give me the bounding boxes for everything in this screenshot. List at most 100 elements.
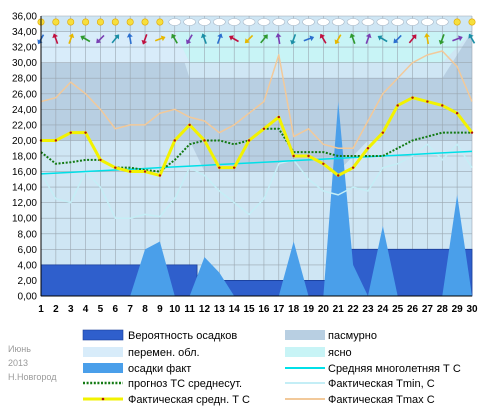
wind-arrow-head <box>200 33 207 39</box>
y-tick-label: 4,00 <box>18 260 38 271</box>
wind-arrow-head <box>52 33 58 39</box>
x-tick-label: 23 <box>362 304 374 315</box>
actual-mean-point <box>292 154 295 158</box>
actual-mean-point <box>277 115 280 119</box>
cloud-icon <box>257 18 271 26</box>
legend-label-precip-probability: Вероятность осадков <box>128 330 237 342</box>
actual-mean-point <box>426 100 429 103</box>
wind-arrow-icon <box>111 34 120 44</box>
x-tick-label: 2 <box>53 304 59 315</box>
wind-arrow-head <box>186 39 192 45</box>
wind-arrow-icon <box>377 35 388 43</box>
wind-arrow-icon <box>393 34 402 44</box>
wind-arrow-head <box>114 34 120 40</box>
axes: 0,00 2,00 4,00 6,00 8,00 10,00 12,00 14,00 16,00… <box>12 12 478 316</box>
wind-arrow-head <box>126 33 133 38</box>
wind-arrow-head <box>229 35 234 41</box>
y-tick-label: 36,00 <box>12 12 37 23</box>
wind-arrow-icon <box>349 33 356 44</box>
legend-label-normal: Средняя многолетняя Т С <box>328 363 461 375</box>
x-tick-label: 1 <box>38 304 44 315</box>
series-tmin-line <box>40 143 473 219</box>
wind-arrow-icon <box>126 33 133 45</box>
y-tick-label: 26,00 <box>12 89 37 100</box>
sun-icon <box>67 18 75 26</box>
wind-arrow-head <box>80 35 86 41</box>
actual-mean-point <box>54 139 58 142</box>
actual-mean-point <box>99 158 102 162</box>
cloud-icon <box>272 18 286 26</box>
wind-arrow-icon <box>303 35 315 42</box>
x-tick-label: 21 <box>333 304 345 315</box>
actual-mean-point <box>188 123 191 127</box>
legend-marker-actual-mean <box>101 397 105 401</box>
cloud-icon <box>376 18 390 26</box>
x-tick-label: 15 <box>244 304 256 315</box>
wind-arrow-icon <box>200 33 207 44</box>
wind-arrow-icon <box>319 33 327 44</box>
y-tick-label: 20,00 <box>12 136 37 147</box>
legend-label-tmax: Фактическая Tmax C <box>328 394 435 406</box>
cloud-icon <box>287 18 300 26</box>
sun-icon <box>52 18 60 26</box>
wind-arrow-head <box>438 39 445 45</box>
actual-mean-point <box>173 139 176 142</box>
overcast-zone <box>41 31 472 172</box>
wind-arrow-head <box>262 34 268 40</box>
wind-arrow-icon <box>365 33 372 44</box>
y-tick-label: 2,00 <box>18 276 38 287</box>
wind-arrow-icon <box>171 33 178 44</box>
y-tick-label: 14,00 <box>12 183 37 194</box>
wind-arrow-icon <box>68 33 75 44</box>
x-tick-label: 14 <box>229 304 241 315</box>
legend-swatch-overcast <box>285 330 325 340</box>
wind-arrow-head <box>457 35 463 42</box>
wind-arrow-head <box>365 33 372 39</box>
legend: Вероятность осадков пасмурно перемен. обл.… <box>82 329 461 406</box>
wind-arrow-head <box>171 33 177 39</box>
wind-arrow-icon <box>290 34 297 45</box>
legend-swatch-precip-actual <box>83 363 123 373</box>
wind-arrow-icon <box>80 35 91 43</box>
cloud-icon <box>421 18 434 26</box>
wind-arrow-icon <box>96 34 105 44</box>
wind-arrow-icon <box>275 33 282 45</box>
wind-arrow-head <box>377 35 383 41</box>
cloud-icon <box>391 18 404 26</box>
sun-icon <box>141 18 149 26</box>
wind-arrow-head <box>290 39 296 45</box>
x-tick-label: 28 <box>437 304 449 315</box>
wind-arrow-head <box>68 33 75 39</box>
cloud-icon <box>346 18 360 26</box>
series-forecast-line <box>40 127 472 173</box>
wind-arrow-head <box>37 39 43 45</box>
legend-label-forecast: прогноз ТС среднесут. <box>128 378 242 390</box>
wind-arrow-icon <box>186 34 193 45</box>
wind-arrow-head <box>160 35 166 42</box>
actual-mean-point <box>218 166 221 169</box>
wind-arrow-icon <box>452 35 463 42</box>
x-tick-label: 17 <box>273 304 285 315</box>
x-tick-label: 19 <box>303 304 315 315</box>
sun-icon <box>82 18 90 26</box>
wind-arrow-icon <box>334 34 342 45</box>
x-tick-label: 8 <box>142 304 148 315</box>
actual-mean-point <box>69 131 72 134</box>
y-tick-label: 0,00 <box>18 292 38 303</box>
x-tick-label: 22 <box>348 304 360 315</box>
cloud-icon <box>198 18 211 26</box>
y-tick-label: 12,00 <box>12 198 37 209</box>
x-tick-label: 9 <box>157 304 163 315</box>
legend-label-actual-mean: Фактическая средн. Т С <box>128 394 250 406</box>
caption-year: 2013 <box>8 358 29 368</box>
actual-mean-point <box>203 139 206 142</box>
cloud-icon <box>331 18 345 26</box>
wind-arrow-icon <box>216 33 223 44</box>
y-tick-label: 24,00 <box>12 105 37 116</box>
sun-icon <box>126 18 134 26</box>
y-tick-label: 34,00 <box>12 27 37 38</box>
sun-icon <box>156 18 164 26</box>
series-normal-line <box>40 150 473 175</box>
actual-mean-point <box>411 96 414 99</box>
x-tick-label: 20 <box>318 304 330 315</box>
